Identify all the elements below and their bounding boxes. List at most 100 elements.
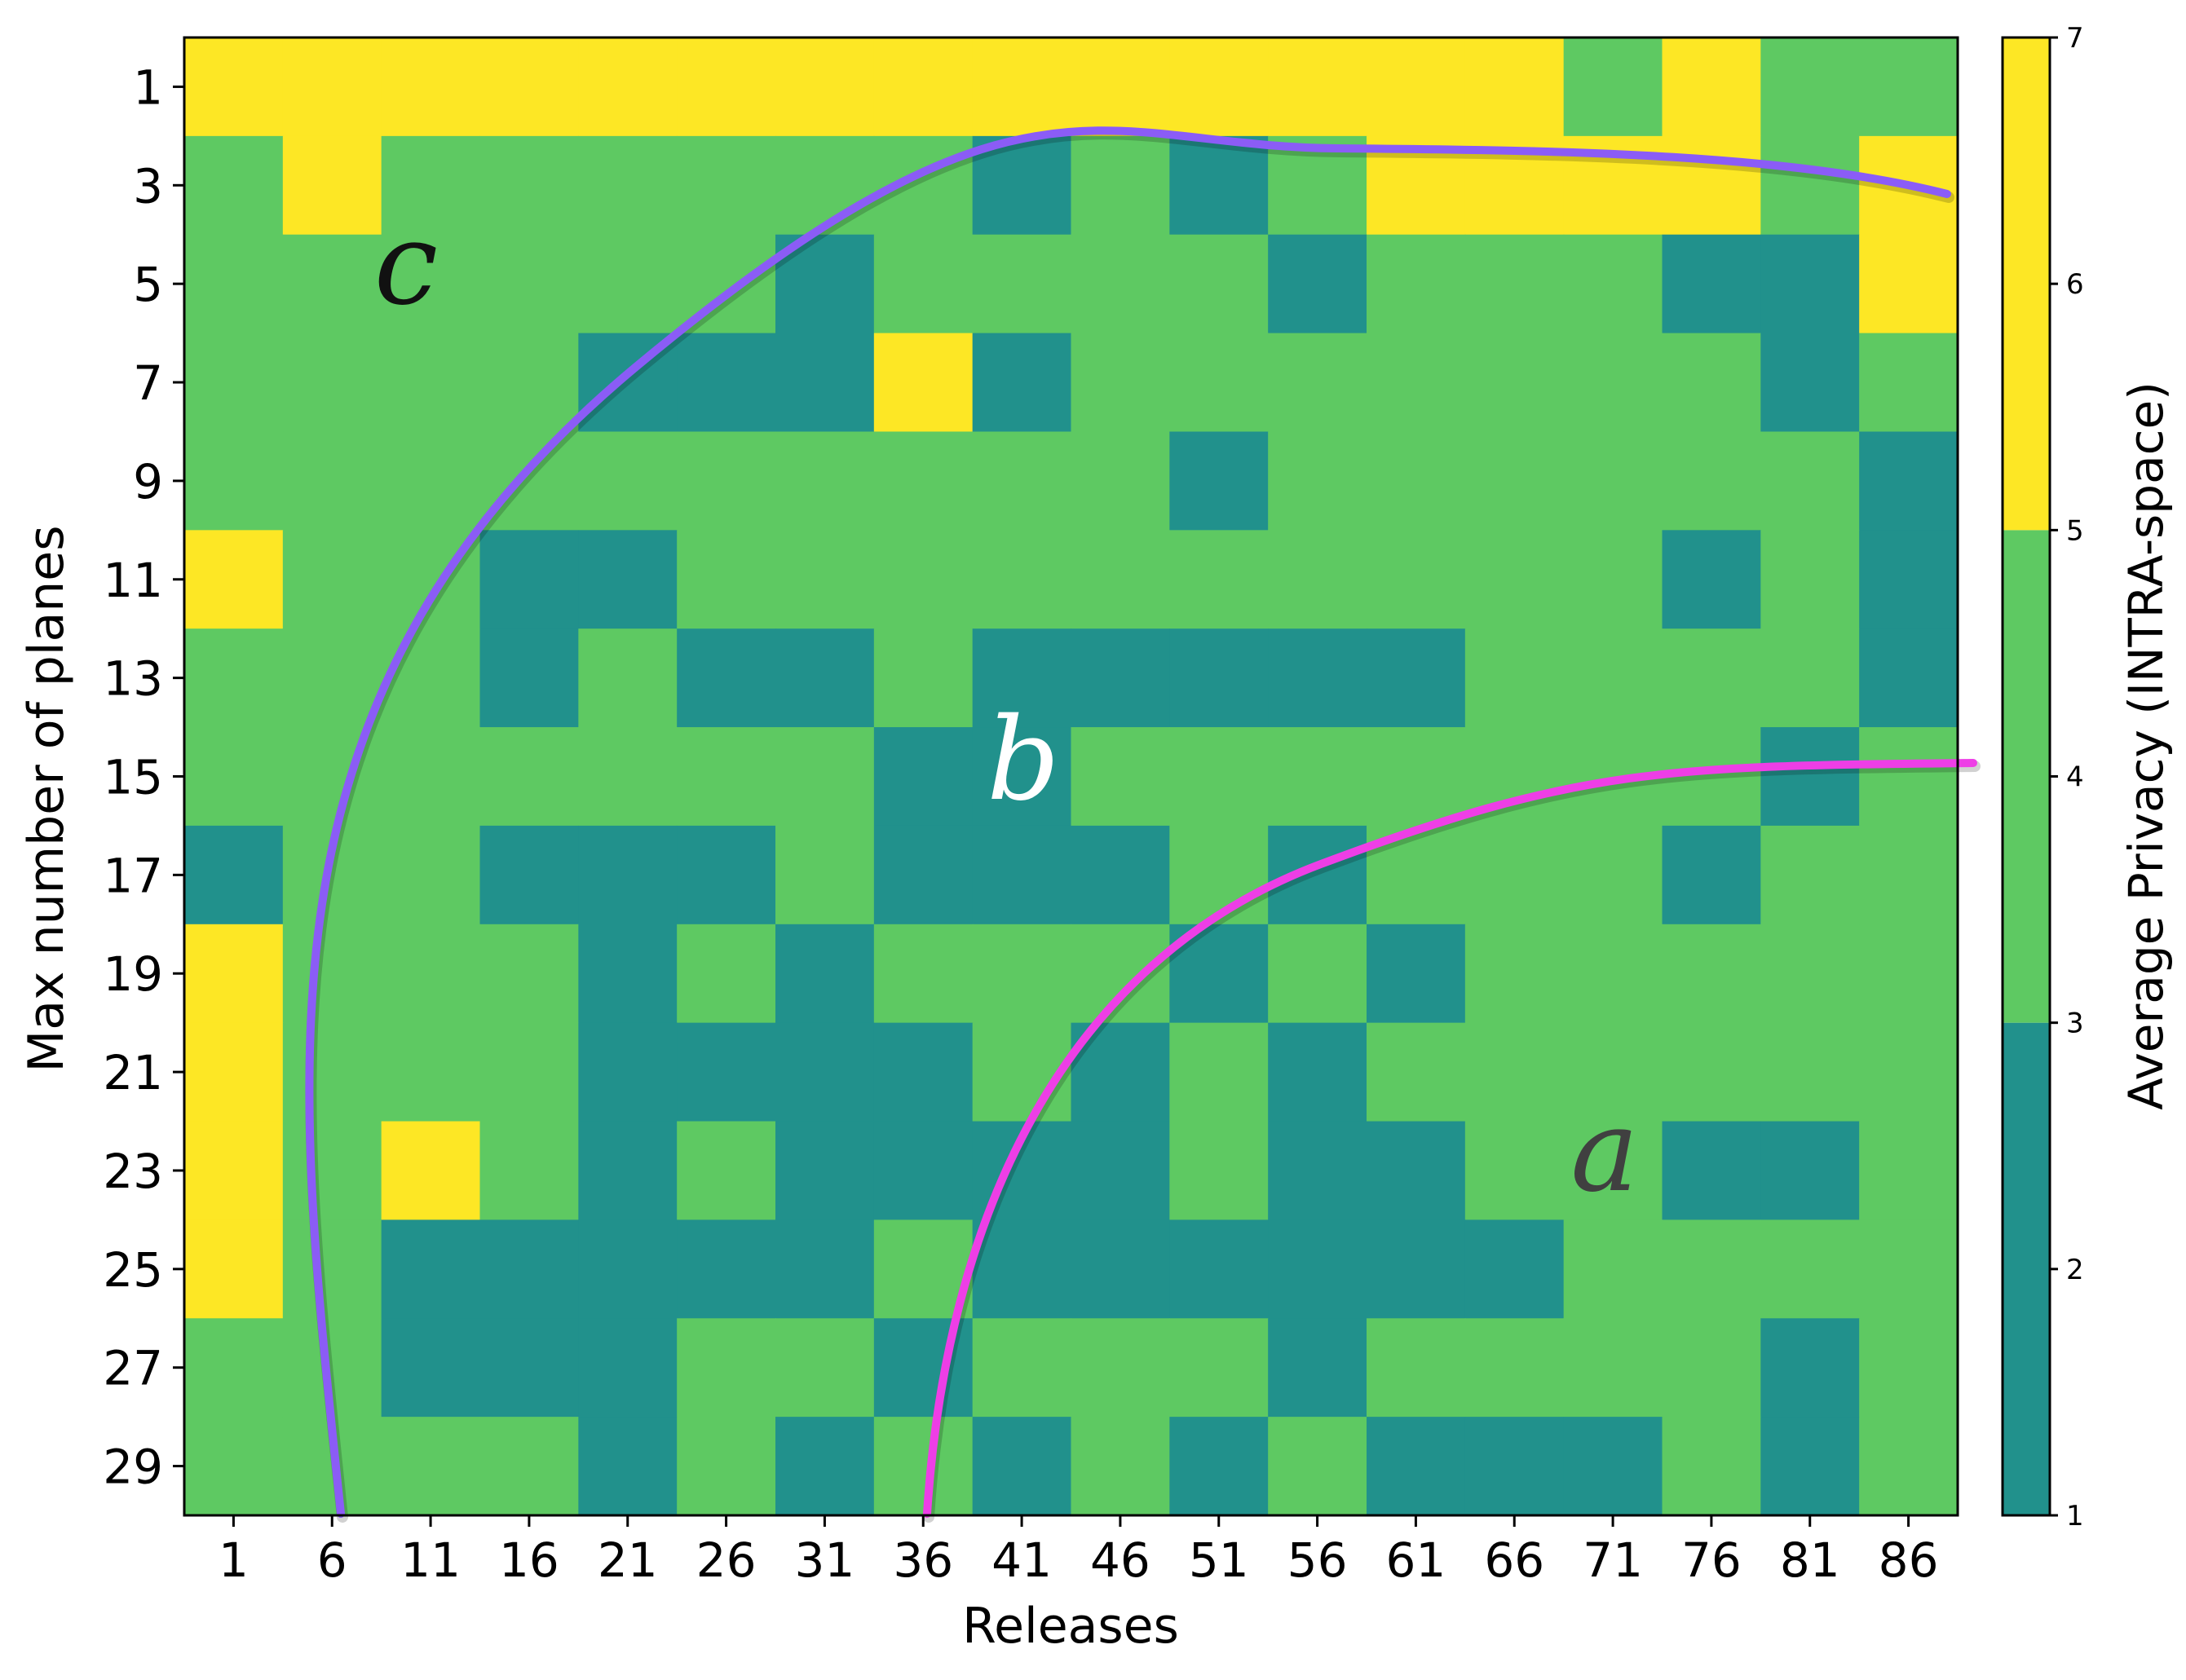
heatmap-cell — [1071, 1318, 1170, 1418]
heatmap-cell — [1464, 924, 1565, 1024]
heatmap-cell — [972, 1417, 1072, 1516]
heatmap-cell — [677, 1219, 776, 1319]
x-tick-label: 11 — [400, 1532, 461, 1588]
heatmap-cell — [1367, 924, 1466, 1024]
heatmap-cell — [479, 924, 579, 1024]
heatmap-cell — [1760, 924, 1860, 1024]
heatmap-cell — [1071, 530, 1170, 629]
heatmap-cell — [775, 628, 875, 728]
heatmap-cell — [578, 1121, 678, 1220]
heatmap-cell — [1760, 135, 1860, 236]
heatmap-cell — [1169, 727, 1269, 827]
heatmap-cell — [1071, 825, 1170, 925]
heatmap-cell — [184, 825, 284, 925]
heatmap-cell — [1563, 37, 1663, 137]
heatmap-cell — [1662, 924, 1761, 1024]
heatmap-cell — [1071, 37, 1170, 137]
heatmap-cell — [972, 333, 1072, 433]
heatmap-cell — [677, 37, 776, 137]
heatmap-cell — [873, 234, 974, 334]
heatmap-cell — [184, 333, 284, 433]
heatmap-cell — [1760, 1121, 1860, 1220]
x-tick-label: 71 — [1583, 1532, 1643, 1588]
heatmap-cell — [1563, 924, 1663, 1024]
heatmap-cell — [1367, 1318, 1466, 1418]
heatmap-cell — [1662, 37, 1761, 137]
heatmap-cell — [1464, 1022, 1565, 1122]
heatmap-cell — [1071, 333, 1170, 433]
x-tick-label: 46 — [1090, 1532, 1150, 1588]
heatmap-cell — [1268, 727, 1367, 827]
heatmap-cell — [1662, 1417, 1761, 1516]
heatmap-cell — [677, 1022, 776, 1122]
heatmap-cell — [1464, 37, 1565, 137]
heatmap-cell — [1268, 1121, 1367, 1220]
colorbar-tick-label: 7 — [2066, 22, 2084, 55]
heatmap-cell — [873, 825, 974, 925]
heatmap-cell — [1268, 37, 1367, 137]
heatmap-cell — [1760, 1219, 1860, 1319]
heatmap-cell — [775, 1219, 875, 1319]
heatmap-cell — [1760, 1318, 1860, 1418]
region-label-c: c — [374, 198, 438, 331]
heatmap-cell — [972, 37, 1072, 137]
y-tick-label: 3 — [133, 158, 163, 214]
heatmap-cell — [578, 530, 678, 629]
colorbar-bin — [2003, 530, 2050, 1023]
heatmap-cell — [578, 727, 678, 827]
heatmap-cell — [1169, 234, 1269, 334]
heatmap-cell — [873, 924, 974, 1024]
heatmap-cell — [775, 924, 875, 1024]
heatmap-cell — [677, 1417, 776, 1516]
heatmap-cell — [775, 431, 875, 531]
heatmap-cell — [677, 530, 776, 629]
y-tick-label: 11 — [103, 553, 163, 608]
region-label-b: b — [987, 694, 1060, 827]
heatmap-cell — [184, 431, 284, 531]
x-tick-label: 66 — [1484, 1532, 1544, 1588]
heatmap-cell — [972, 825, 1072, 925]
heatmap-cell — [1464, 628, 1565, 728]
boundary-curve — [305, 126, 1951, 1518]
boundary-curve — [923, 759, 1977, 1518]
x-tick-label: 56 — [1287, 1532, 1348, 1588]
heatmap-cell — [282, 628, 382, 728]
heatmap-cell — [381, 825, 481, 925]
heatmap-cell — [1760, 825, 1860, 925]
y-tick-label: 5 — [133, 257, 163, 312]
heatmap-cell — [873, 530, 974, 629]
x-tick-label: 6 — [317, 1532, 347, 1588]
heatmap-cell — [1760, 628, 1860, 728]
heatmap-cell — [1268, 1022, 1367, 1122]
heatmap-cell — [1268, 234, 1367, 334]
heatmap-cell — [1760, 37, 1860, 137]
y-tick-label: 19 — [103, 946, 163, 1002]
heatmap-cell — [381, 727, 481, 827]
heatmap-cell — [1367, 727, 1466, 827]
heatmap-cell — [1563, 1121, 1663, 1220]
colorbar-label: Average Privacy (INTRA-space) — [2118, 381, 2174, 1110]
heatmap-cell — [1563, 1417, 1663, 1516]
heatmap-cell — [381, 333, 481, 433]
heatmap-cell — [1071, 727, 1170, 827]
heatmap-cell — [1071, 628, 1170, 728]
heatmap-cell — [972, 1022, 1072, 1122]
x-axis-ticks: 1 6 11 16 21 26 31 36 41 46 51 56 61 66 71 76 81 86 — [219, 1515, 1938, 1588]
colorbar-tick-label: 6 — [2066, 268, 2084, 301]
heatmap-cell — [972, 135, 1072, 236]
heatmap-cell — [578, 825, 678, 925]
heatmap-cell — [282, 924, 382, 1024]
heatmap-cell — [184, 727, 284, 827]
heatmap-cell — [1464, 825, 1565, 925]
heatmap-cell — [184, 530, 284, 629]
heatmap-cell — [1367, 333, 1466, 433]
y-tick-label: 23 — [103, 1144, 163, 1199]
x-tick-label: 31 — [795, 1532, 855, 1588]
heatmap-cell — [1169, 825, 1269, 925]
heatmap-cell — [184, 234, 284, 334]
heatmap-cell — [1169, 1219, 1269, 1319]
heatmap-cell — [775, 727, 875, 827]
y-tick-label: 21 — [103, 1045, 163, 1100]
heatmap-cell — [282, 37, 382, 137]
heatmap-cell — [1268, 333, 1367, 433]
